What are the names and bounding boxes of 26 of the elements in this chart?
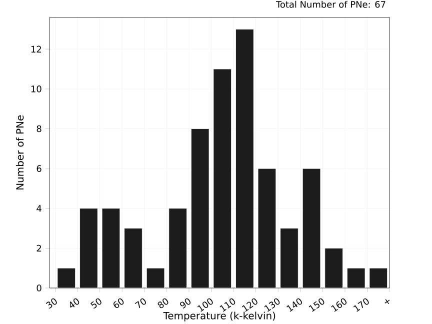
y-tick-label: 0 [36,284,42,292]
x-tick-label: 170 [353,298,369,312]
y-tick-label: 12 [31,46,42,52]
x-tick-label: 110 [220,298,236,312]
x-tick-label: 100 [197,298,213,312]
x-tick-label: + [384,299,390,304]
y-tick-label: 2 [36,244,42,252]
x-tick-label: 60 [114,298,124,308]
x-tick-label: 70 [134,298,146,308]
x-tick-label: 160 [331,298,347,312]
chart-title: Total Number of PNe: 67 [276,0,386,8]
y-tick-label: 6 [36,165,42,172]
x-tick-label: 30 [46,298,57,309]
x-tick-label: 150 [308,298,324,312]
x-tick-label: 140 [286,298,302,312]
x-axis-title: Temperature (k-kelvin) [163,312,276,322]
y-tick-label: 10 [31,86,42,92]
y-tick-label: 8 [36,125,42,132]
x-tick-label: 130 [264,298,280,312]
y-axis-title: Number of PNe [16,115,24,190]
x-tick-label: 120 [242,298,258,312]
x-tick-label: 80 [158,298,168,308]
x-tick-label: 50 [90,298,102,309]
y-tick-label: 4 [36,205,42,212]
x-tick-label: 90 [180,298,191,308]
x-tick-label: 40 [70,298,80,308]
